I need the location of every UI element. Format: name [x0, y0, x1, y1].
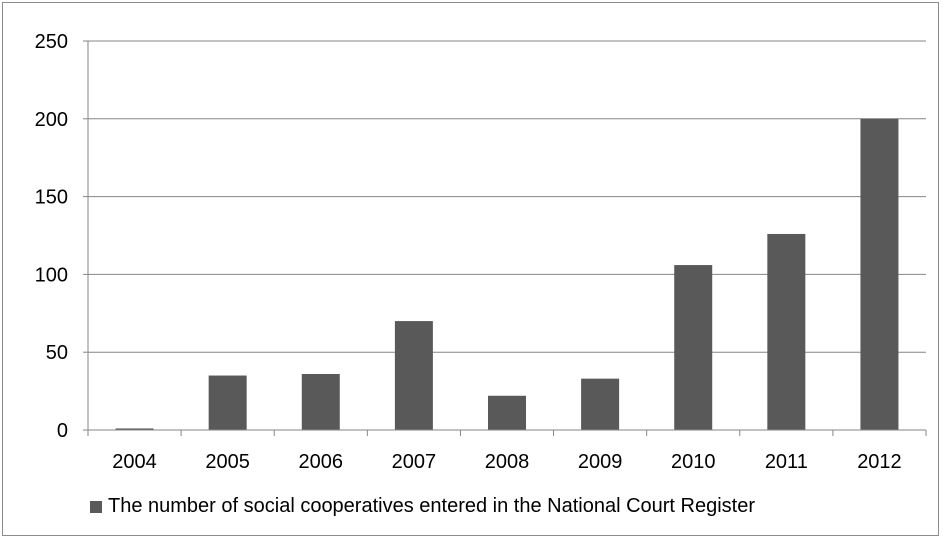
legend-label: The number of social cooperatives entere…: [108, 495, 756, 517]
bar-2011: [767, 233, 806, 430]
bar-2006: [301, 373, 340, 430]
bar-2007: [394, 321, 433, 430]
axes: [83, 40, 927, 436]
y-tick-labels: 0 50 100 150 200 250: [35, 31, 68, 442]
x-tick-label-2009: 2009: [578, 451, 623, 473]
bar-2010: [674, 265, 713, 430]
bar-2012: [860, 118, 899, 431]
y-tick-label: 50: [46, 342, 68, 364]
y-tick-label: 100: [35, 264, 68, 286]
bars: [115, 118, 899, 431]
x-tick-label-2006: 2006: [299, 451, 344, 473]
x-tick-label-2004: 2004: [112, 451, 157, 473]
legend: The number of social cooperatives entere…: [90, 495, 755, 518]
y-tick-label: 200: [35, 109, 68, 131]
x-tick-labels: 2004 2005 2006 2007 2008 2009 2010 2011 2012: [112, 451, 901, 473]
y-tick-label: 250: [35, 31, 68, 53]
y-tick-label: 0: [57, 420, 68, 442]
bar-2008: [488, 395, 526, 430]
x-tick-label-2011: 2011: [765, 451, 808, 473]
x-tick-label-2005: 2005: [205, 451, 250, 473]
legend-swatch: [90, 500, 102, 513]
x-tick-label-2010: 2010: [671, 451, 716, 473]
bar-2009: [581, 378, 620, 430]
x-tick-label-2012: 2012: [857, 451, 902, 473]
x-tick-label-2008: 2008: [485, 451, 530, 473]
x-tick-label-2007: 2007: [392, 451, 437, 473]
bar-2004: [115, 428, 154, 430]
y-tick-label: 150: [35, 187, 68, 209]
bar-2005: [208, 375, 247, 430]
